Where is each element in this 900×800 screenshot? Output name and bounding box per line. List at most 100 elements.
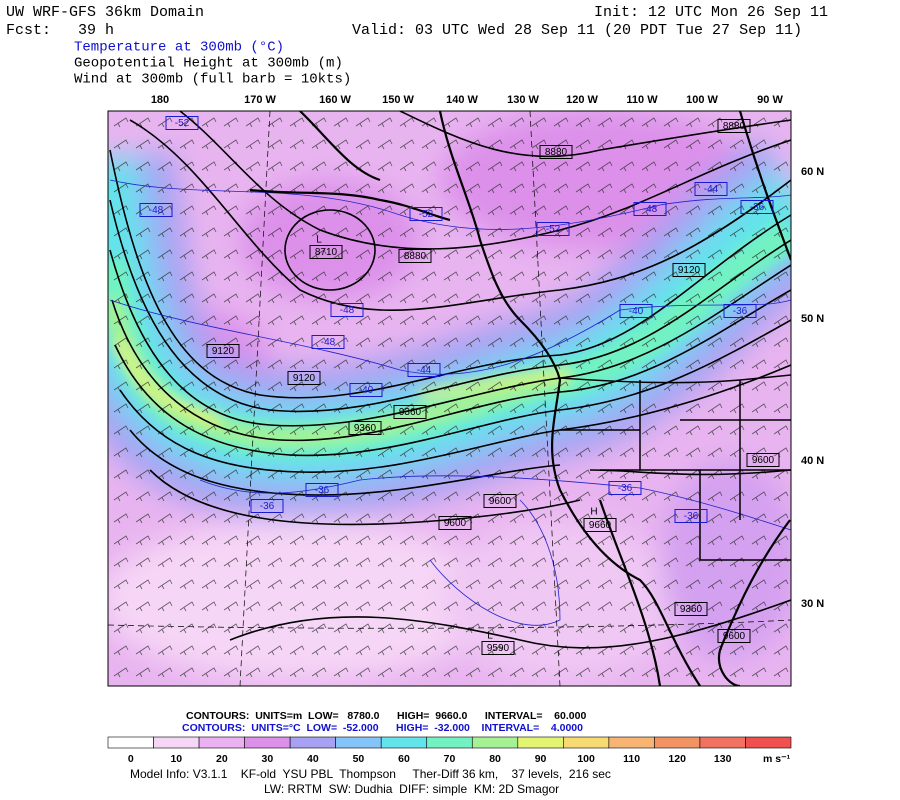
colorbar-swatch: [517, 736, 564, 749]
colorbar-swatch: [426, 736, 473, 749]
longitude-label: 110 W: [626, 94, 658, 106]
temperature-label: -36: [260, 501, 275, 512]
temperature-label-box: [619, 304, 653, 318]
height-label-box: [717, 629, 751, 643]
colorbar-label: 110: [623, 753, 640, 765]
height-label: 9660: [589, 520, 612, 531]
temperature-label: -52: [175, 118, 190, 129]
borders: [559, 374, 791, 561]
height-label-box: [309, 245, 343, 259]
temperature-label-box: [349, 383, 383, 397]
height-label: 9360: [354, 423, 377, 434]
colorbar-label: 40: [307, 753, 319, 765]
colorbar-label: 130: [714, 753, 732, 765]
model-physics: LW: RRTM SW: Dudhia DIFF: simple KM: 2D …: [264, 782, 559, 796]
height-label-box: [481, 641, 515, 655]
height-label: 9120: [212, 346, 235, 357]
forecast-hour: Fcst: 39 h: [6, 22, 114, 39]
colorbar-swatch: [153, 736, 200, 749]
pressure-center: L: [487, 631, 493, 642]
temperature-contour-info: CONTOURS: UNITS=°C LOW= -52.000 HIGH= -3…: [182, 722, 583, 734]
map-field: [108, 111, 791, 686]
longitude-label: 150 W: [382, 94, 414, 106]
colorbar-label: 60: [398, 753, 410, 765]
temperature-label: -48: [643, 204, 658, 215]
colorbar-label: 80: [489, 753, 501, 765]
title: UW WRF-GFS 36km Domain: [6, 4, 204, 21]
temperature-label-box: [330, 303, 364, 317]
temperature-label-box: [311, 335, 345, 349]
longitude-label: 180: [151, 94, 169, 106]
longitude-label: 170 W: [244, 94, 276, 106]
latitude-label: 50 N: [801, 313, 824, 325]
height-label: 9600: [444, 518, 467, 529]
height-label: 9600: [489, 496, 512, 507]
colorbar-swatch: [745, 736, 792, 749]
temperature-label-box: [407, 363, 441, 377]
temperature-label: -40: [629, 306, 644, 317]
height-label: 8880: [723, 121, 746, 132]
temperature-label: -52: [546, 224, 561, 235]
temperature-label-box: [165, 116, 199, 130]
height-label-box: [438, 516, 472, 530]
pressure-center: L: [316, 235, 322, 246]
height-label-box: [717, 119, 751, 133]
temperature-label: -36: [618, 483, 633, 494]
colorbar-label: 30: [262, 753, 274, 765]
colorbar-label: 100: [577, 753, 595, 765]
valid-time: Valid: 03 UTC Wed 28 Sep 11 (20 PDT Tue …: [352, 22, 802, 39]
temperature-label: -48: [149, 205, 164, 216]
temperature-label-box: [674, 509, 708, 523]
height-label-box: [287, 371, 321, 385]
height-label-box: [483, 494, 517, 508]
height-contours: [109, 111, 791, 649]
longitude-label: 120 W: [566, 94, 598, 106]
colorbar-swatch: [335, 736, 382, 749]
temperature-label-box: [694, 182, 728, 196]
height-label-box: [672, 263, 706, 277]
model-info: Model Info: V3.1.1 KF-old YSU PBL Thomps…: [130, 767, 611, 781]
temperature-label-box: [139, 203, 173, 217]
height-label: 9120: [678, 265, 701, 276]
pressure-center: H: [590, 507, 597, 518]
longitude-label: 160 W: [319, 94, 351, 106]
colorbar-label: 50: [353, 753, 365, 765]
height-label: 9590: [487, 643, 510, 654]
wind-barbs: [108, 111, 791, 686]
map-frame: [107, 110, 792, 687]
colorbar-swatch: [563, 736, 610, 749]
temperature-label-box: [608, 481, 642, 495]
height-label-box: [393, 405, 427, 419]
latitude-label: 30 N: [801, 598, 824, 610]
longitude-label: 100 W: [686, 94, 718, 106]
field-wind: Wind at 300mb (full barb = 10kts): [74, 72, 351, 88]
height-label: 9360: [680, 604, 703, 615]
colorbar-swatch: [380, 736, 428, 749]
height-label: 9360: [399, 407, 422, 418]
latitude-label: 40 N: [801, 455, 824, 467]
colorbar-swatch: [244, 736, 291, 749]
temperature-label: -48: [340, 305, 355, 316]
colorbar-label: 0: [128, 753, 134, 765]
temperature-label: -44: [704, 184, 719, 195]
temperature-label-box: [250, 499, 284, 513]
temperature-label: -40: [359, 385, 374, 396]
graticule: [108, 111, 791, 686]
colorbar-swatch: [198, 736, 245, 749]
colorbar-swatch: [107, 736, 154, 749]
temperature-label-box: [536, 222, 570, 236]
temperature-label-box: [409, 207, 443, 221]
height-label-box: [746, 453, 780, 467]
height-label: 9600: [752, 455, 775, 466]
temperature-label: -36: [315, 485, 330, 496]
colorbar-swatch: [289, 736, 336, 749]
latitude-label: 60 N: [801, 166, 824, 178]
height-label-box: [348, 421, 382, 435]
colorbar-label: 20: [216, 753, 228, 765]
height-label-box: [539, 145, 573, 159]
colorbar-label: 10: [170, 753, 182, 765]
longitude-label: 90 W: [757, 94, 783, 106]
init-time: Init: 12 UTC Mon 26 Sep 11: [594, 4, 828, 21]
